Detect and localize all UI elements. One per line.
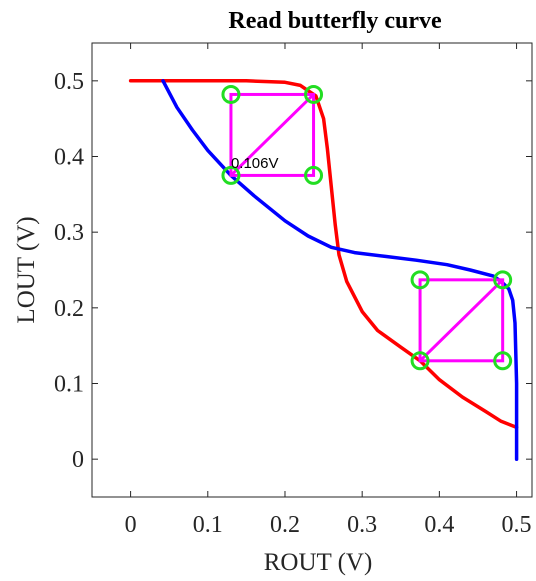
noise-margin-square [418,278,505,363]
plot-area: 0 0.1 0.2 0.3 0.4 0.5 0 0.1 0.2 0.3 0.4 0.5 0.106V [54,42,533,538]
noise-margin-square [229,92,316,177]
corner-marker [304,84,324,104]
x-tick-label: 0.4 [424,512,454,538]
y-axis-label: LOUT (V) [13,216,40,323]
x-tick-label: 0.5 [502,512,532,538]
series-line-red [128,79,519,430]
corner-marker [493,351,513,371]
corner-marker [304,165,324,185]
corner-marker [410,270,430,290]
corner-marker [493,270,513,290]
x-tick-label: 0.3 [347,512,377,538]
noise-margin-diagonal [229,93,315,177]
y-tick-label: 0 [72,447,84,473]
corner-marker [221,165,241,185]
noise-margin-diagonal [419,278,504,362]
annotation-label: 0.106V [231,155,279,172]
x-tick-label: 0 [125,512,137,538]
x-tick-label: 0.2 [270,512,300,538]
chart-title: Read butterfly curve [228,8,442,34]
x-axis-label: ROUT (V) [264,549,373,576]
y-tick-label: 0.4 [54,145,84,171]
corner-marker [221,84,241,104]
series-line-blue [161,79,519,461]
x-tick-label: 0.1 [193,512,223,538]
y-tick-label: 0.5 [54,69,84,95]
corner-marker [410,351,430,371]
y-tick-label: 0.2 [54,296,84,322]
y-tick-label: 0.3 [54,220,84,246]
axes-box [91,42,533,498]
y-tick-label: 0.1 [54,372,84,398]
